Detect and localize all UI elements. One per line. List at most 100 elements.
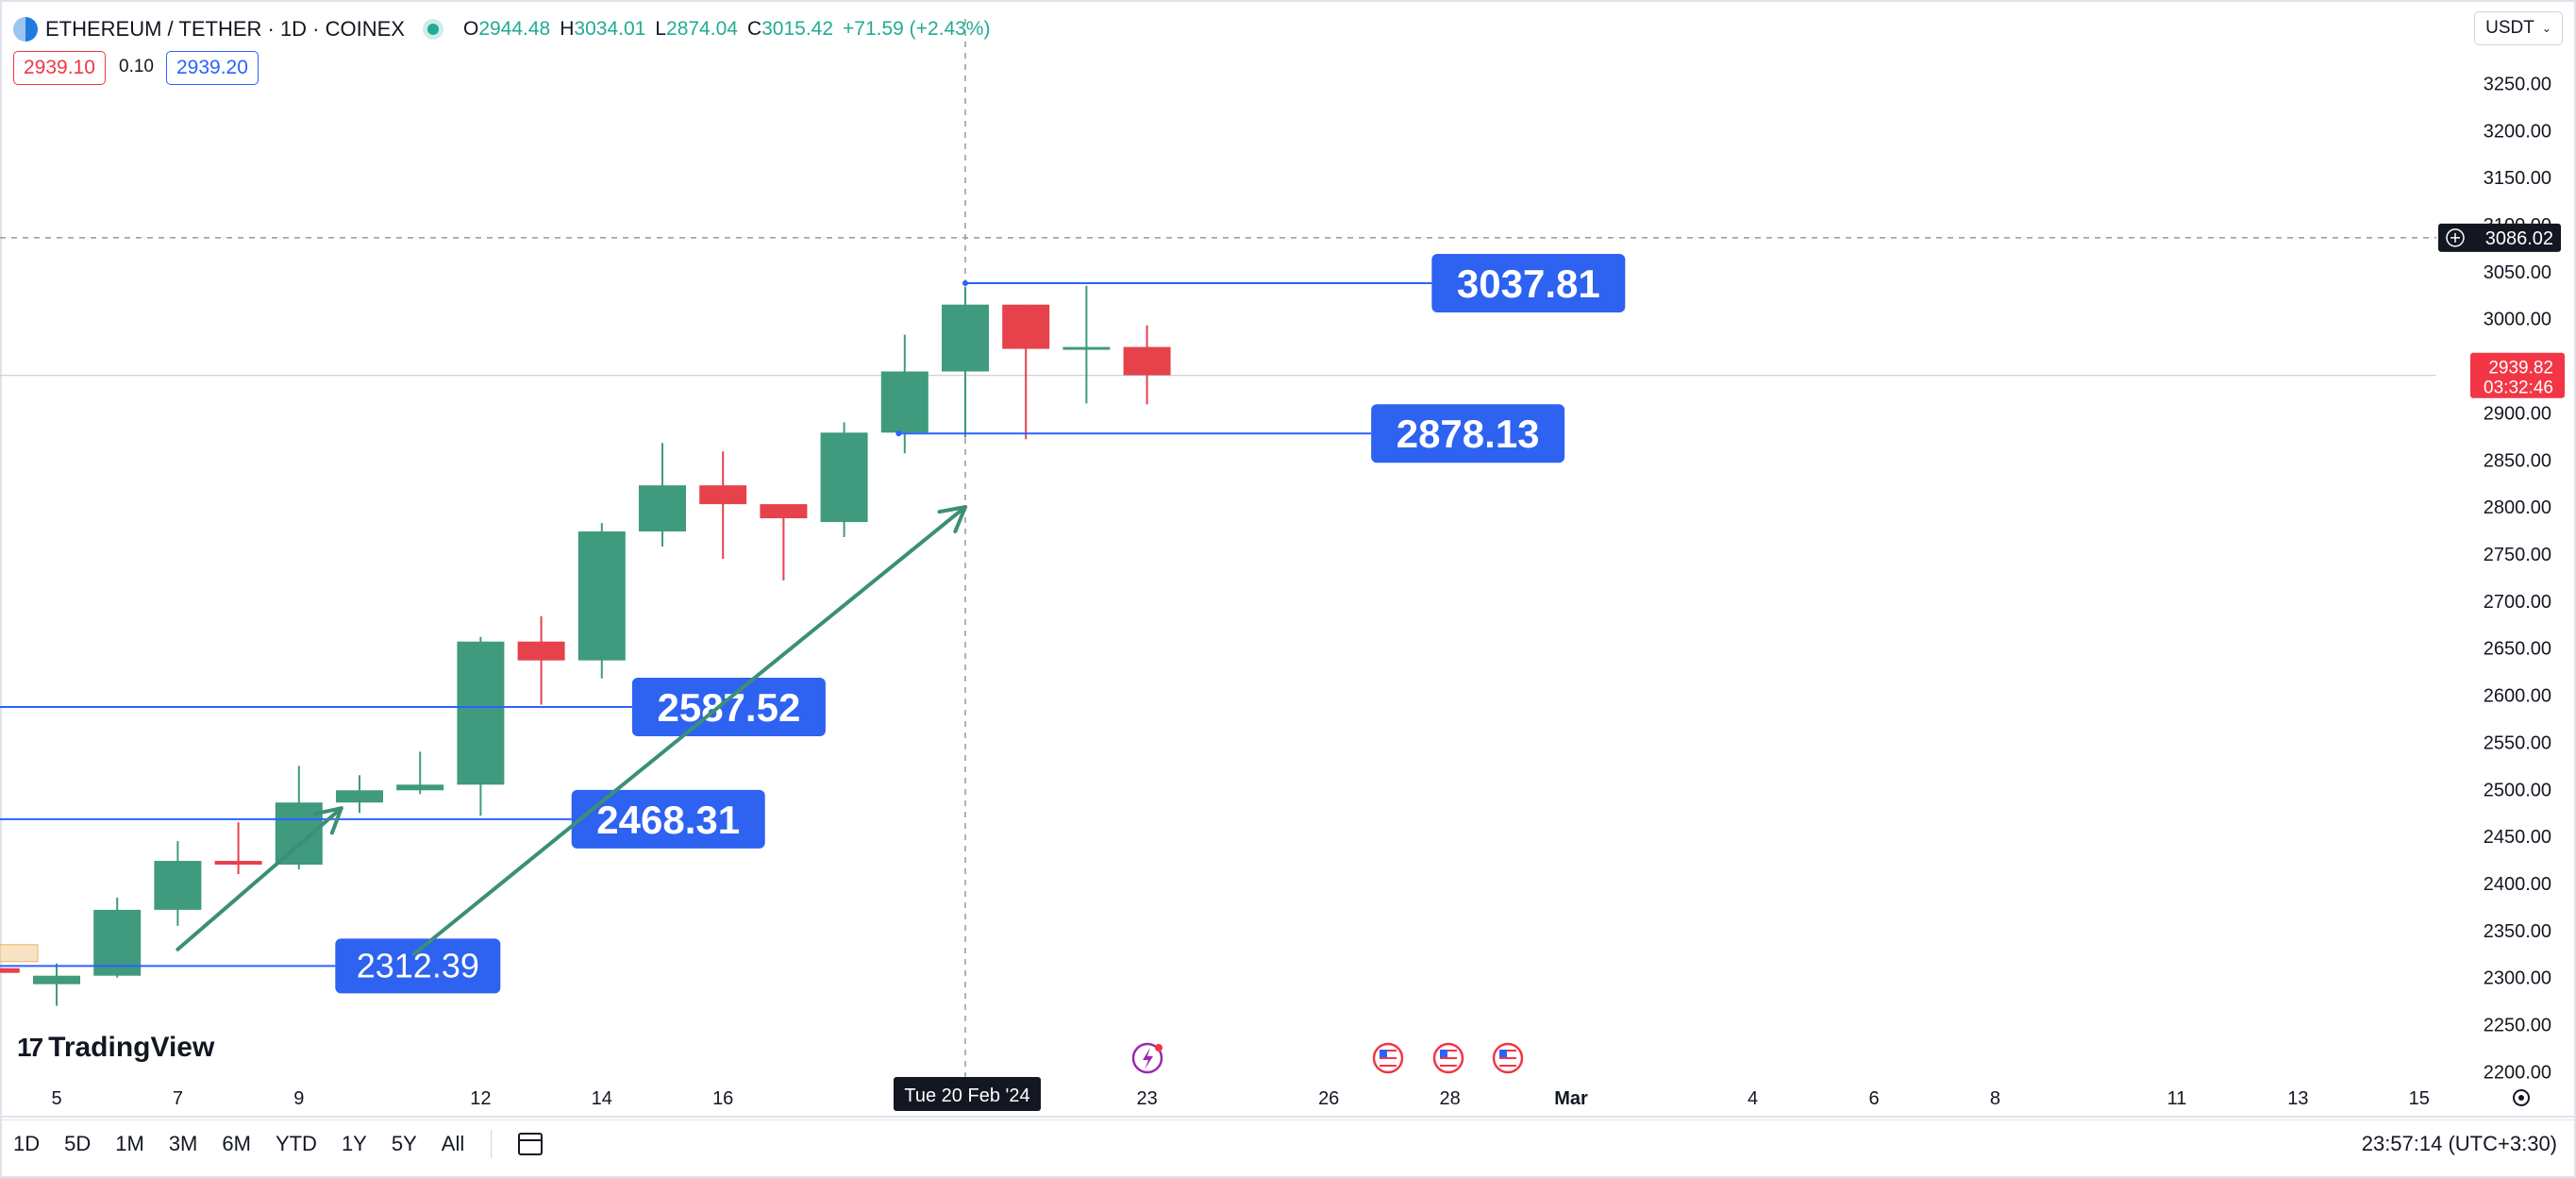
sell-price-button[interactable]: 2939.10: [13, 51, 106, 85]
settings-gear-icon[interactable]: [2513, 1089, 2530, 1106]
candle-body[interactable]: [639, 485, 686, 532]
chart-legend: ETHEREUM / TETHER · 1D · COINEX O2944.48…: [13, 13, 999, 45]
price-axis-tick: 2300.00: [2484, 968, 2551, 989]
time-axis-tick: 12: [470, 1088, 491, 1109]
high-label: H: [560, 18, 575, 40]
price-level-label-box[interactable]: [631, 677, 826, 736]
time-axis-tick: 6: [1868, 1088, 1879, 1109]
candle-body[interactable]: [154, 861, 202, 910]
price-axis-tick: 3000.00: [2484, 310, 2551, 330]
range-5y-button[interactable]: 5Y: [391, 1132, 417, 1155]
candle-body[interactable]: [33, 975, 80, 984]
price-level-label: 2468.31: [596, 798, 740, 842]
tradingview-logo[interactable]: 17 TradingView: [17, 1032, 214, 1064]
candle-body[interactable]: [396, 784, 444, 791]
open-value: 2944.48: [478, 18, 551, 40]
small-rect-drawing[interactable]: [0, 944, 39, 963]
open-label: O: [462, 18, 479, 40]
range-3m-button[interactable]: 3M: [168, 1132, 198, 1155]
time-axis-tick: Mar: [1554, 1088, 1588, 1109]
price-level-label-box[interactable]: [335, 938, 501, 994]
candle-body[interactable]: [336, 790, 383, 803]
time-axis-tick: 16: [712, 1088, 733, 1109]
trend-arrow-head: [937, 505, 967, 514]
price-level-label-box[interactable]: [571, 789, 765, 849]
time-axis-tick: 14: [592, 1088, 612, 1109]
bar-countdown-label: 03:32:46: [2484, 379, 2553, 398]
trend-arrow[interactable]: [411, 505, 967, 956]
buy-price-button[interactable]: 2939.20: [166, 51, 259, 85]
last-price-label-box: [2470, 352, 2565, 398]
toolbar-divider: [491, 1130, 493, 1158]
candle-body[interactable]: [93, 909, 142, 976]
close-value: 3015.42: [761, 18, 834, 40]
symbol-title[interactable]: ETHEREUM / TETHER · 1D · COINEX: [45, 17, 405, 41]
price-level-label: 2878.13: [1397, 412, 1540, 456]
crosshair-date-label: Tue 20 Feb '24: [904, 1085, 1029, 1106]
price-axis-tick: 3150.00: [2484, 168, 2551, 189]
currency-label: USDT: [2485, 18, 2534, 38]
trend-arrow[interactable]: [176, 806, 343, 951]
range-1y-button[interactable]: 1Y: [341, 1132, 367, 1155]
price-axis-tick: 2200.00: [2484, 1062, 2551, 1083]
close-label: C: [746, 18, 762, 40]
calendar-icon[interactable]: [518, 1133, 544, 1155]
bottom-toolbar: 1D 5D 1M 3M 6M YTD 1Y 5Y All 23:57:14 (U…: [0, 1119, 2576, 1168]
time-axis-tick: 11: [2167, 1088, 2187, 1109]
candle-body[interactable]: [760, 504, 808, 519]
flag-canton: [1380, 1050, 1387, 1057]
range-1m-button[interactable]: 1M: [115, 1132, 144, 1155]
candle-body[interactable]: [942, 304, 989, 372]
level-anchor-point[interactable]: [962, 279, 968, 286]
candle-body[interactable]: [1002, 304, 1050, 349]
candle-body[interactable]: [880, 371, 928, 433]
range-1d-button[interactable]: 1D: [13, 1132, 41, 1155]
price-axis-tick: 2750.00: [2484, 545, 2551, 565]
event-notification-dot: [1155, 1044, 1163, 1052]
time-axis-tick: 5: [51, 1088, 61, 1109]
candle-body[interactable]: [214, 861, 262, 866]
crosshair-date-label-box: [894, 1077, 1041, 1111]
low-label: L: [655, 18, 667, 40]
price-axis-tick: 2650.00: [2484, 639, 2551, 660]
ohlc-values: O2944.48 H3034.01 L2874.04 C3015.42 +71.59 (…: [463, 18, 1000, 41]
flag-canton: [1440, 1050, 1447, 1057]
time-axis-tick: 9: [293, 1088, 304, 1109]
flag-canton: [1499, 1050, 1507, 1057]
high-value: 3034.01: [574, 18, 646, 40]
price-axis-tick: 2550.00: [2484, 732, 2551, 753]
ethereum-logo-icon: [13, 17, 38, 42]
candle-body[interactable]: [577, 531, 626, 661]
spread-value: 0.10: [119, 57, 154, 76]
price-level-label-box[interactable]: [1431, 253, 1626, 312]
range-6m-button[interactable]: 6M: [222, 1132, 251, 1155]
range-all-button[interactable]: All: [441, 1132, 465, 1155]
candle-body[interactable]: [699, 485, 747, 505]
currency-selector[interactable]: USDT ⌄: [2474, 11, 2563, 45]
price-axis-tick: 2900.00: [2484, 403, 2551, 424]
price-axis-tick: 2800.00: [2484, 497, 2551, 518]
timezone-clock[interactable]: 23:57:14 (UTC+3:30): [2361, 1132, 2557, 1155]
price-axis-tick: 3200.00: [2484, 121, 2551, 142]
price-level-label: 3037.81: [1457, 261, 1600, 306]
candle-body[interactable]: [457, 641, 505, 785]
candle-body[interactable]: [517, 641, 565, 661]
level-anchor-point[interactable]: [895, 430, 902, 437]
candle-body[interactable]: [820, 432, 868, 523]
crosshair-plus-icon[interactable]: [2446, 228, 2465, 247]
price-level-label-box[interactable]: [1371, 404, 1565, 463]
time-axis-tick: 13: [2287, 1088, 2308, 1109]
price-axis-tick: 2450.00: [2484, 827, 2551, 848]
price-axis-tick: 2250.00: [2484, 1016, 2551, 1036]
candle-body[interactable]: [1062, 346, 1111, 350]
range-ytd-button[interactable]: YTD: [275, 1132, 317, 1155]
candle-body[interactable]: [1123, 346, 1171, 376]
tradingview-logo-icon: 17: [17, 1033, 43, 1062]
lightning-bolt-shape: [1143, 1048, 1153, 1069]
trend-arrow-head: [313, 806, 343, 816]
candle-body[interactable]: [0, 968, 20, 973]
range-5d-button[interactable]: 5D: [64, 1132, 92, 1155]
price-axis-tick: 2500.00: [2484, 780, 2551, 800]
